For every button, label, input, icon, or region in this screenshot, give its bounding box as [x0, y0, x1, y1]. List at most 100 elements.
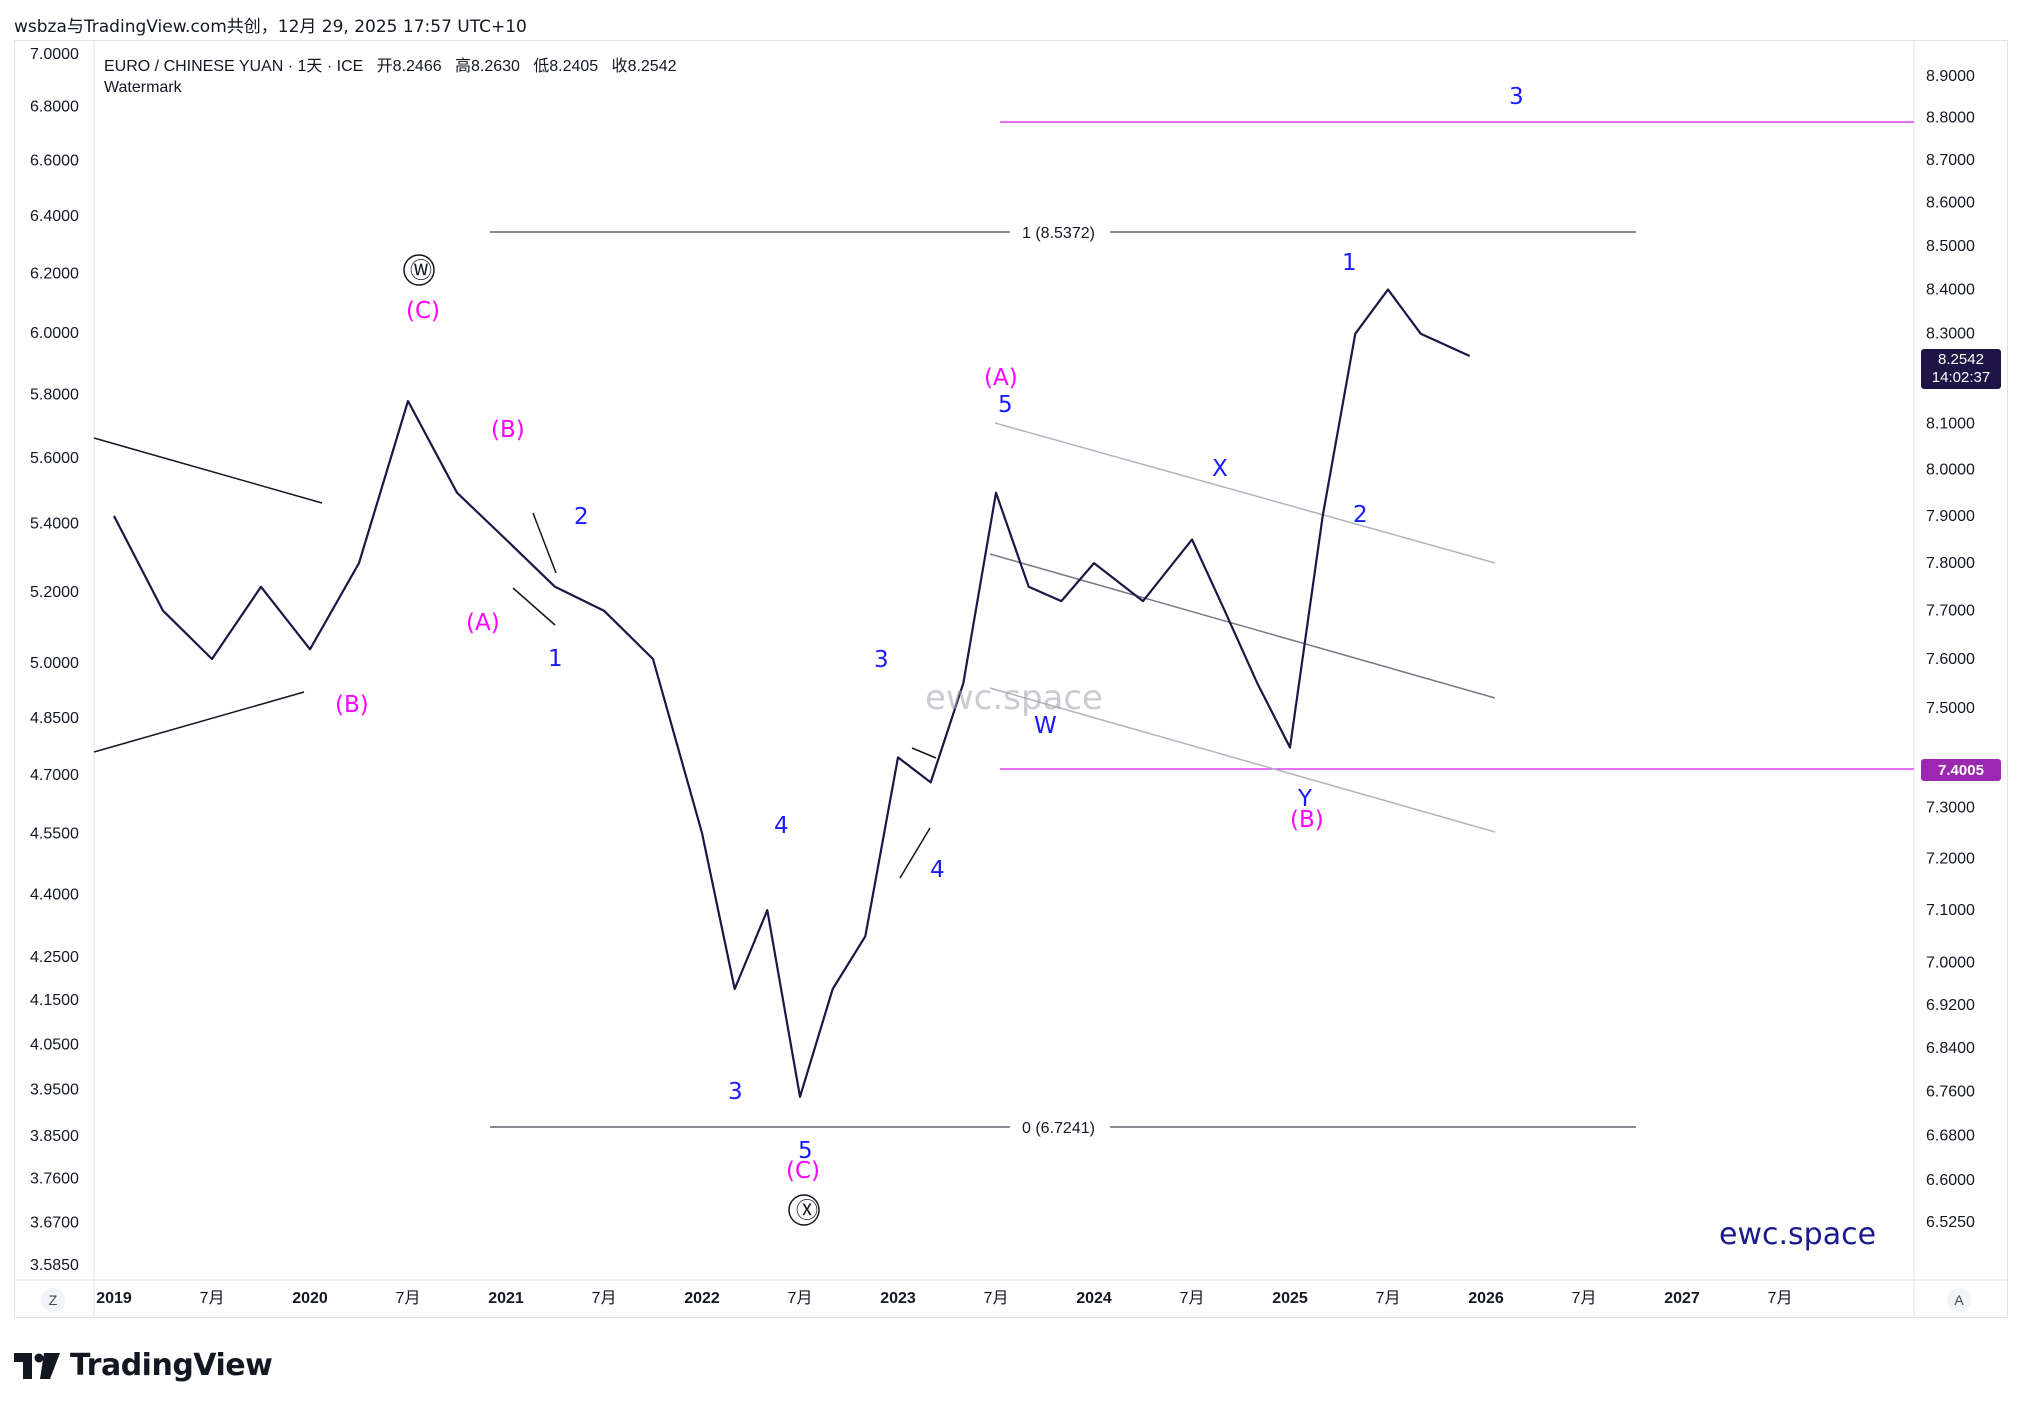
- open-value: 8.2466: [392, 58, 442, 75]
- right-axis-tick: 8.5000: [1926, 238, 1975, 255]
- indicator-legend[interactable]: Watermark: [104, 79, 182, 96]
- wave-label: 5: [998, 392, 1013, 418]
- triangle-upper-line[interactable]: [93, 437, 323, 504]
- right-axis-tick: 6.6800: [1926, 1127, 1975, 1144]
- high-label: 高: [454, 58, 471, 75]
- wave-label: 3: [874, 647, 889, 673]
- left-axis-tick: 6.4000: [30, 208, 79, 225]
- right-axis-tick: 8.0000: [1926, 462, 1975, 479]
- fib-label-top: 1 (8.5372): [1022, 225, 1095, 242]
- timezone-button[interactable]: Z: [41, 1288, 65, 1312]
- fib-label-bottom: 0 (6.7241): [1022, 1120, 1095, 1137]
- chart-frame[interactable]: [14, 40, 2008, 1318]
- time-axis-tick: 2027: [1664, 1290, 1700, 1307]
- channel-mid-line[interactable]: [989, 553, 1496, 699]
- bar-countdown: 14:02:37: [1931, 369, 1991, 386]
- time-axis[interactable]: 2019 7月 2020 7月 2021 7月 2022 7月 2023 7月 2024 7月 2025…: [96, 1290, 1792, 1307]
- left-axis-tick: 3.8500: [30, 1128, 79, 1145]
- right-axis-tick: 8.1000: [1926, 416, 1975, 433]
- left-axis-tick: 3.6700: [30, 1215, 79, 1232]
- time-axis-tick: 7月: [788, 1290, 813, 1307]
- left-axis-tick: 4.8500: [30, 710, 79, 727]
- wave-circle: [788, 1194, 820, 1226]
- time-axis-tick: 2021: [488, 1290, 524, 1307]
- left-axis-tick: 5.6000: [30, 450, 79, 467]
- left-axis-tick: 4.5500: [30, 826, 79, 843]
- tradingview-logo-text: TradingView: [70, 1348, 273, 1383]
- left-axis-tick: 4.4000: [30, 886, 79, 903]
- triangle-lower-line[interactable]: [93, 691, 305, 753]
- wave-label: W: [1034, 713, 1057, 739]
- wave-label: (C): [406, 298, 440, 324]
- wave-label: 2: [1353, 502, 1368, 528]
- time-axis-tick: 2025: [1272, 1290, 1308, 1307]
- wedge-line[interactable]: [911, 747, 937, 759]
- right-axis-tick: 7.2000: [1926, 851, 1975, 868]
- wave-label: X: [1212, 456, 1228, 482]
- last-price-value: 8.2542: [1938, 351, 1984, 368]
- right-axis-tick: 7.8000: [1926, 555, 1975, 572]
- fib-label-bg: [1010, 1117, 1110, 1137]
- open-label: 开: [376, 58, 393, 75]
- left-axis-tick: 6.8000: [30, 98, 79, 115]
- high-value: 8.2630: [470, 58, 520, 75]
- price-series-line[interactable]: [113, 288, 1471, 1098]
- wave-label-X-circle: Ⓧ: [796, 1199, 818, 1224]
- right-axis-tick: 7.7000: [1926, 603, 1975, 620]
- right-axis-tick: 6.6000: [1926, 1172, 1975, 1189]
- right-axis-tick: 7.1000: [1926, 902, 1975, 919]
- tradingview-logo-icon: [14, 1352, 60, 1379]
- left-axis-tick: 7.0000: [30, 46, 79, 63]
- time-axis-tick: 2020: [292, 1290, 328, 1307]
- time-axis-tick: 2024: [1076, 1290, 1112, 1307]
- left-axis-tick: 6.2000: [30, 266, 79, 283]
- tradingview-logo[interactable]: TradingView: [14, 1348, 273, 1383]
- right-axis-tick: 6.9200: [1926, 997, 1975, 1014]
- symbol-name[interactable]: EURO / CHINESE YUAN · 1天 · ICE: [104, 58, 364, 75]
- close-label: 收: [611, 58, 628, 75]
- wave-label: 3: [1509, 84, 1524, 110]
- left-axis-tick: 3.9500: [30, 1082, 79, 1099]
- right-axis-tick: 7.5000: [1926, 700, 1975, 717]
- right-axis-tick: 7.9000: [1926, 508, 1975, 525]
- channel-upper-line[interactable]: [994, 422, 1496, 564]
- wave-label: 4: [930, 857, 945, 883]
- right-axis-tick: 8.6000: [1926, 195, 1975, 212]
- left-axis-tick: 5.0000: [30, 655, 79, 672]
- low-label: 低: [533, 58, 550, 75]
- wave-label: Y: [1297, 786, 1313, 812]
- channel-lower-line[interactable]: [989, 687, 1496, 833]
- wave-label: (B): [1290, 807, 1324, 833]
- time-axis-tick: 7月: [1180, 1290, 1205, 1307]
- time-axis-tick: 7月: [592, 1290, 617, 1307]
- left-axis-tick: 4.2500: [30, 949, 79, 966]
- wave-label: 3: [728, 1079, 743, 1105]
- left-axis-tick: 4.0500: [30, 1036, 79, 1053]
- wave-label: 2: [574, 504, 589, 530]
- left-axis-tick: 4.7000: [30, 767, 79, 784]
- left-axis-tick: 5.8000: [30, 386, 79, 403]
- right-axis-tick: 8.8000: [1926, 110, 1975, 127]
- left-axis-tick: 4.1500: [30, 992, 79, 1009]
- wave-label: 4: [774, 813, 789, 839]
- right-axis-tick: 8.4000: [1926, 281, 1975, 298]
- time-axis-tick: 7月: [1376, 1290, 1401, 1307]
- wedge-line[interactable]: [899, 827, 931, 879]
- wave-circle: [403, 254, 435, 286]
- left-axis-tick: 5.4000: [30, 516, 79, 533]
- left-axis-tick: 3.5850: [30, 1257, 79, 1274]
- auto-scale-button[interactable]: A: [1947, 1288, 1971, 1312]
- time-axis-tick: 2022: [684, 1290, 720, 1307]
- level-price-badge: 7.4005: [1921, 759, 2001, 781]
- time-axis-tick: 7月: [1572, 1290, 1597, 1307]
- wedge-line[interactable]: [512, 587, 556, 626]
- right-axis-tick: 7.0000: [1926, 955, 1975, 972]
- left-price-axis[interactable]: 7.0000 6.8000 6.6000 6.4000 6.2000 6.0000 5.80…: [30, 46, 79, 1274]
- wedge-line[interactable]: [532, 512, 557, 574]
- wave-label-W-circle: Ⓦ: [410, 259, 432, 284]
- right-price-axis[interactable]: 8.9000 8.8000 8.7000 8.6000 8.5000 8.4000 8.30…: [1926, 68, 1975, 1231]
- right-axis-tick: 7.3000: [1926, 800, 1975, 817]
- left-axis-tick: 3.7600: [30, 1171, 79, 1188]
- legend-title[interactable]: EURO / CHINESE YUAN · 1天 · ICE 开8.2466 高…: [104, 52, 677, 76]
